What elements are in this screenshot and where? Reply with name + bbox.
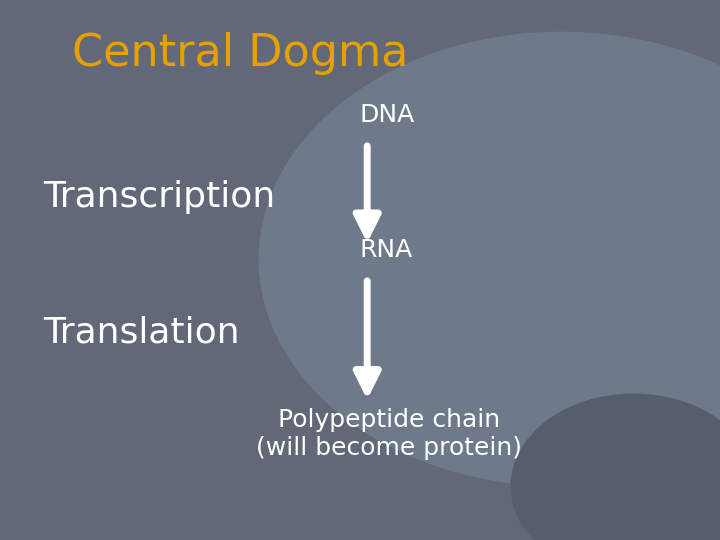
Text: Polypeptide chain
(will become protein): Polypeptide chain (will become protein) [256,408,522,460]
Text: Translation: Translation [43,315,240,349]
Circle shape [259,32,720,486]
Text: Central Dogma: Central Dogma [72,32,408,76]
Text: RNA: RNA [360,238,413,262]
Text: Transcription: Transcription [43,180,276,214]
Circle shape [511,394,720,540]
Text: DNA: DNA [360,103,415,127]
